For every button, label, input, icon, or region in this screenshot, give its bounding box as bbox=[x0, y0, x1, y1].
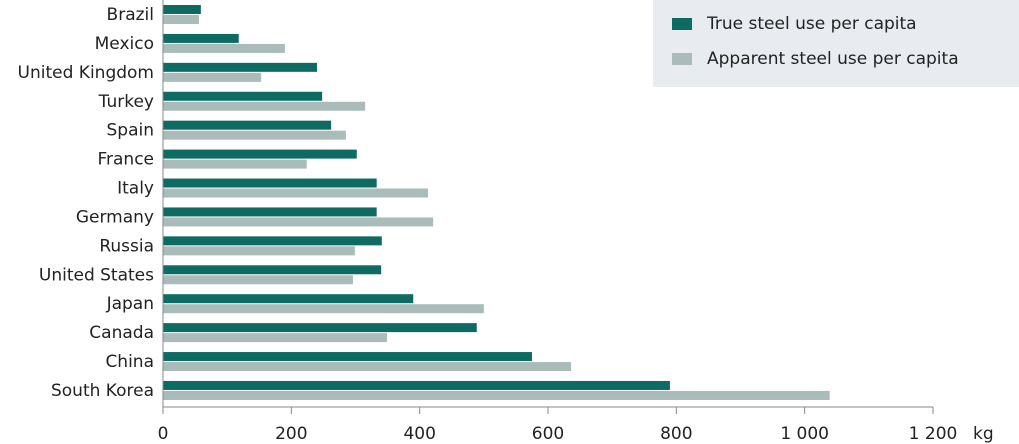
bar bbox=[163, 246, 355, 256]
bar bbox=[163, 352, 532, 362]
bar bbox=[163, 33, 239, 43]
y-tick-label: Brazil bbox=[107, 5, 154, 25]
bar bbox=[163, 323, 477, 333]
y-tick-label: United Kingdom bbox=[18, 63, 154, 83]
y-tick-label: Russia bbox=[99, 236, 154, 256]
bar bbox=[163, 91, 323, 101]
bar bbox=[163, 120, 332, 130]
y-tick-label: Spain bbox=[107, 121, 155, 141]
legend-box bbox=[653, 0, 1019, 87]
y-tick-label: Mexico bbox=[95, 34, 154, 54]
bar bbox=[163, 72, 262, 82]
bar bbox=[163, 149, 357, 159]
x-tick-label: 600 bbox=[532, 424, 564, 444]
y-tick-label: China bbox=[105, 352, 154, 372]
bar bbox=[163, 217, 434, 227]
y-tick-label: Italy bbox=[117, 179, 154, 199]
bar bbox=[163, 265, 382, 275]
y-tick-label: Germany bbox=[76, 207, 154, 227]
bar bbox=[163, 236, 382, 246]
legend-swatch bbox=[672, 18, 692, 30]
x-tick-label: 200 bbox=[275, 424, 307, 444]
x-tick-label: 800 bbox=[660, 424, 692, 444]
y-tick-label: Japan bbox=[106, 294, 154, 314]
bar bbox=[163, 159, 307, 169]
bar bbox=[163, 333, 387, 343]
bar bbox=[163, 5, 201, 14]
bar bbox=[163, 15, 199, 24]
bar bbox=[163, 294, 414, 304]
bar bbox=[163, 304, 484, 314]
y-tick-label: South Korea bbox=[51, 381, 154, 401]
bar bbox=[163, 275, 353, 285]
legend-label: Apparent steel use per capita bbox=[707, 49, 959, 69]
bar bbox=[163, 207, 377, 217]
y-tick-label: United States bbox=[39, 265, 154, 285]
bar bbox=[163, 178, 377, 188]
y-tick-label: Canada bbox=[89, 323, 154, 343]
bar bbox=[163, 380, 670, 390]
bar bbox=[163, 43, 285, 53]
x-tick-label: 1 000 bbox=[780, 424, 829, 444]
bar bbox=[163, 101, 366, 111]
y-tick-label: France bbox=[97, 150, 154, 170]
bar bbox=[163, 130, 346, 140]
x-tick-label: 400 bbox=[403, 424, 435, 444]
x-tick-label: 0 bbox=[158, 424, 169, 444]
x-axis-label: kg bbox=[973, 424, 994, 444]
bar bbox=[163, 188, 429, 198]
x-tick-label: 1 200 bbox=[909, 424, 958, 444]
y-tick-label: Turkey bbox=[98, 92, 154, 112]
bar bbox=[163, 62, 317, 72]
legend-label: True steel use per capita bbox=[706, 14, 917, 34]
bar bbox=[163, 390, 830, 400]
legend-swatch bbox=[672, 53, 692, 65]
bar bbox=[163, 362, 572, 372]
